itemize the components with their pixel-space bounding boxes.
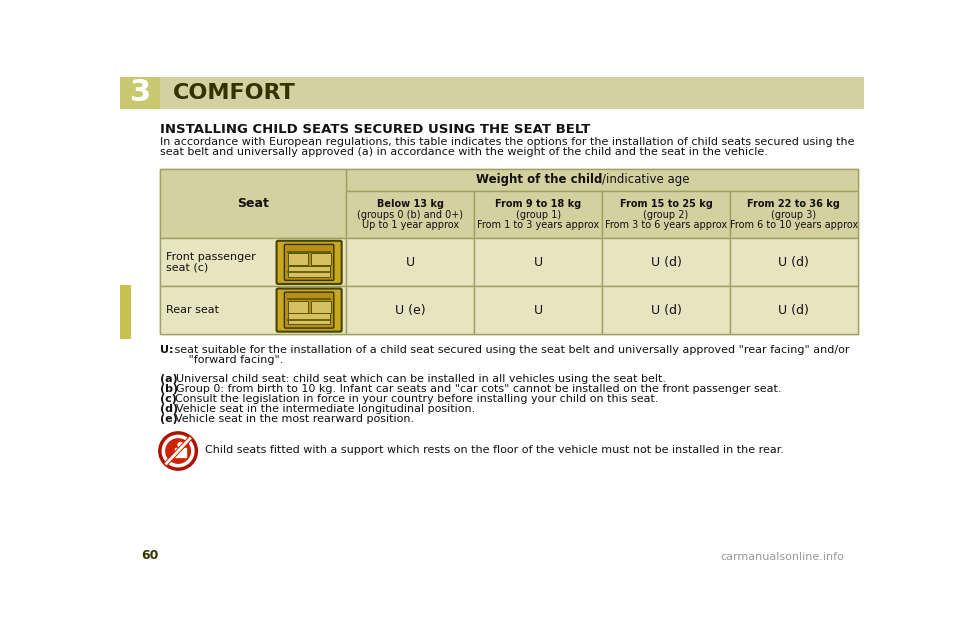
Text: U: U bbox=[406, 256, 415, 269]
Text: From 1 to 3 years approx: From 1 to 3 years approx bbox=[477, 220, 599, 230]
FancyBboxPatch shape bbox=[347, 286, 474, 334]
Text: From 3 to 6 years approx: From 3 to 6 years approx bbox=[605, 220, 727, 230]
Text: U:: U: bbox=[160, 345, 174, 355]
FancyBboxPatch shape bbox=[311, 301, 331, 313]
Text: "forward facing".: "forward facing". bbox=[171, 355, 283, 365]
Text: (groups 0 (b) and 0+): (groups 0 (b) and 0+) bbox=[357, 210, 464, 220]
Text: /indicative age: /indicative age bbox=[602, 173, 689, 186]
FancyBboxPatch shape bbox=[288, 266, 330, 276]
Circle shape bbox=[178, 442, 183, 448]
Text: Front passenger: Front passenger bbox=[166, 252, 256, 262]
Text: U (d): U (d) bbox=[651, 256, 682, 269]
Text: U: U bbox=[534, 256, 542, 269]
Text: Up to 1 year approx: Up to 1 year approx bbox=[362, 220, 459, 230]
FancyBboxPatch shape bbox=[160, 169, 347, 239]
FancyBboxPatch shape bbox=[602, 239, 730, 286]
FancyBboxPatch shape bbox=[288, 301, 307, 313]
Text: Universal child seat: child seat which can be installed in all vehicles using th: Universal child seat: child seat which c… bbox=[176, 374, 666, 384]
Text: U (d): U (d) bbox=[779, 303, 809, 317]
Text: From 15 to 25 kg: From 15 to 25 kg bbox=[619, 199, 712, 209]
FancyBboxPatch shape bbox=[311, 253, 331, 266]
Text: U (e): U (e) bbox=[395, 303, 425, 317]
Text: (group 1): (group 1) bbox=[516, 210, 561, 220]
Text: (group 3): (group 3) bbox=[771, 210, 816, 220]
Text: 60: 60 bbox=[142, 549, 159, 562]
Text: 3: 3 bbox=[130, 79, 151, 108]
FancyBboxPatch shape bbox=[347, 191, 474, 239]
FancyBboxPatch shape bbox=[276, 241, 342, 284]
Text: Vehicle seat in the most rearward position.: Vehicle seat in the most rearward positi… bbox=[175, 414, 415, 424]
FancyBboxPatch shape bbox=[474, 191, 602, 239]
Text: Child seats fitted with a support which rests on the floor of the vehicle must n: Child seats fitted with a support which … bbox=[205, 445, 784, 455]
Text: seat suitable for the installation of a child seat secured using the seat belt a: seat suitable for the installation of a … bbox=[171, 345, 850, 355]
FancyBboxPatch shape bbox=[602, 286, 730, 334]
FancyBboxPatch shape bbox=[730, 191, 858, 239]
Text: COMFORT: COMFORT bbox=[173, 83, 296, 103]
Text: INSTALLING CHILD SEATS SECURED USING THE SEAT BELT: INSTALLING CHILD SEATS SECURED USING THE… bbox=[160, 123, 590, 136]
FancyBboxPatch shape bbox=[276, 289, 342, 332]
Text: (a): (a) bbox=[160, 374, 182, 384]
Text: seat belt and universally approved (a) in accordance with the weight of the chil: seat belt and universally approved (a) i… bbox=[160, 147, 768, 157]
Text: (b): (b) bbox=[160, 384, 182, 394]
FancyBboxPatch shape bbox=[120, 77, 864, 109]
Text: From 9 to 18 kg: From 9 to 18 kg bbox=[495, 199, 581, 209]
FancyBboxPatch shape bbox=[602, 191, 730, 239]
Text: Rear seat: Rear seat bbox=[166, 305, 220, 315]
FancyBboxPatch shape bbox=[160, 239, 347, 286]
Text: U (d): U (d) bbox=[779, 256, 809, 269]
FancyBboxPatch shape bbox=[474, 239, 602, 286]
FancyBboxPatch shape bbox=[284, 292, 334, 328]
Text: In accordance with European regulations, this table indicates the options for th: In accordance with European regulations,… bbox=[160, 137, 854, 147]
FancyBboxPatch shape bbox=[284, 244, 334, 280]
FancyBboxPatch shape bbox=[120, 285, 131, 339]
FancyBboxPatch shape bbox=[347, 239, 474, 286]
Text: Below 13 kg: Below 13 kg bbox=[376, 199, 444, 209]
Text: (group 2): (group 2) bbox=[643, 210, 688, 220]
FancyBboxPatch shape bbox=[160, 286, 347, 334]
FancyBboxPatch shape bbox=[288, 314, 330, 324]
FancyBboxPatch shape bbox=[730, 286, 858, 334]
Text: (d): (d) bbox=[160, 404, 182, 414]
Circle shape bbox=[159, 433, 197, 470]
FancyBboxPatch shape bbox=[160, 169, 858, 334]
FancyBboxPatch shape bbox=[730, 239, 858, 286]
FancyBboxPatch shape bbox=[288, 253, 307, 266]
Text: (c): (c) bbox=[160, 394, 181, 404]
FancyBboxPatch shape bbox=[474, 286, 602, 334]
Text: carmanualsonline.info: carmanualsonline.info bbox=[721, 552, 845, 562]
Polygon shape bbox=[175, 448, 186, 457]
Text: U: U bbox=[534, 303, 542, 317]
FancyBboxPatch shape bbox=[347, 169, 858, 191]
Text: Vehicle seat in the intermediate longitudinal position.: Vehicle seat in the intermediate longitu… bbox=[176, 404, 475, 414]
Text: Seat: Seat bbox=[237, 197, 269, 211]
Text: Weight of the child: Weight of the child bbox=[475, 173, 602, 186]
Text: From 22 to 36 kg: From 22 to 36 kg bbox=[748, 199, 840, 209]
Text: U (d): U (d) bbox=[651, 303, 682, 317]
Text: (e): (e) bbox=[160, 414, 182, 424]
Text: seat (c): seat (c) bbox=[166, 262, 208, 273]
Circle shape bbox=[163, 436, 193, 466]
Text: Group 0: from birth to 10 kg. Infant car seats and "car cots" cannot be installe: Group 0: from birth to 10 kg. Infant car… bbox=[176, 384, 781, 394]
Text: Consult the legislation in force in your country before installing your child on: Consult the legislation in force in your… bbox=[175, 394, 659, 404]
Text: From 6 to 10 years approx: From 6 to 10 years approx bbox=[730, 220, 858, 230]
FancyBboxPatch shape bbox=[120, 77, 160, 109]
